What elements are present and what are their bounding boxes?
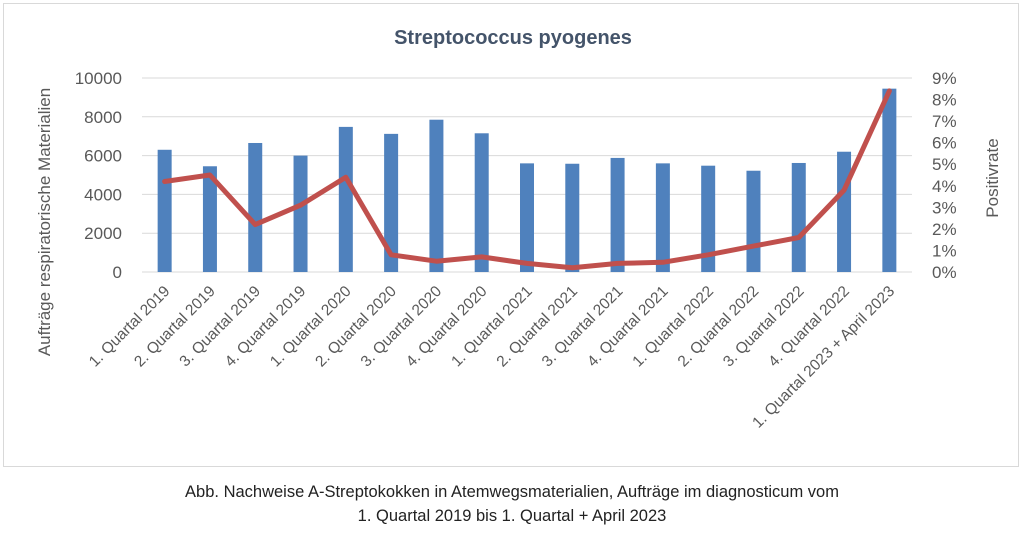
x-tick-label: 2. Quartal 2020 [312,283,400,371]
y2-tick-label: 8% [932,91,957,110]
chart-title: Streptococcus pyogenes [394,27,632,49]
positivity-line [162,88,892,271]
bar [384,133,399,272]
bar [610,157,625,272]
x-tick-label: 3. Quartal 2022 [720,283,808,371]
x-tick-label: 3. Quartal 2019 [176,283,264,371]
bar [429,119,444,273]
y-axis-title: Aufträge respiratorische Materialien [35,88,54,356]
bar [202,166,217,272]
y2-tick-label: 4% [932,177,957,196]
y2-tick-label: 3% [932,198,957,217]
bar [701,165,716,272]
left-axis-ticks: 0 2000 4000 6000 8000 10000 [75,69,122,282]
y2-axis-title: Positivrate [983,138,1002,217]
bar [746,170,761,272]
bar [248,142,263,272]
y-tick-label: 6000 [84,147,122,166]
x-tick-label: 1. Quartal 2020 [267,283,355,371]
bar [565,163,580,272]
y-tick-label: 8000 [84,108,122,127]
chart-frame: Streptococcus pyogenes 0 2000 4000 6000 8000… [3,3,1019,467]
x-tick-label: 4. Quartal 2020 [403,283,491,371]
caption-line-2: 1. Quartal 2019 bis 1. Quartal + April 2… [357,507,667,525]
x-tick-label: 2. Quartal 2021 [494,283,582,371]
bar [655,163,670,272]
x-tick-label: 4. Quartal 2019 [222,283,310,371]
x-tick-label: 2. Quartal 2022 [675,283,763,371]
bar [474,133,489,272]
y2-tick-label: 5% [932,155,957,174]
bar [837,151,852,272]
bar [338,126,353,272]
bar [293,155,308,272]
x-tick-label: 3. Quartal 2021 [539,283,627,371]
line-series [162,88,892,271]
y-tick-label: 4000 [84,185,122,204]
bar [520,163,534,272]
y2-tick-label: 6% [932,134,957,153]
y-tick-label: 2000 [84,224,122,243]
x-tick-label: 4. Quartal 2021 [584,283,672,371]
bar [157,149,172,272]
y2-tick-label: 9% [932,69,957,88]
bar-series [157,88,897,273]
x-tick-label: 1. Quartal 2021 [448,283,536,371]
x-tick-label: 3. Quartal 2020 [358,283,446,371]
bar [791,162,806,272]
right-axis-ticks: 0% 1% 2% 3% 4% 5% 6% 7% 8% 9% [932,69,957,282]
x-tick-label: 2. Quartal 2019 [131,283,219,371]
y2-tick-label: 7% [932,112,957,131]
figure-caption: Abb. Nachweise A-Streptokokken in Atemwe… [0,480,1024,528]
y2-tick-label: 1% [932,241,957,260]
x-tick-label: 4. Quartal 2022 [765,283,853,371]
bar [882,88,897,272]
chart: Streptococcus pyogenes 0 2000 4000 6000 8000… [35,27,1002,432]
y2-tick-label: 0% [932,263,957,282]
x-tick-label: 1. Quartal 2019 [86,283,174,371]
y-tick-label: 10000 [75,69,122,88]
y2-tick-label: 2% [932,220,957,239]
y-tick-label: 0 [113,263,122,282]
x-tick-label: 1. Quartal 2022 [629,283,717,371]
caption-line-1: Abb. Nachweise A-Streptokokken in Atemwe… [185,483,839,501]
